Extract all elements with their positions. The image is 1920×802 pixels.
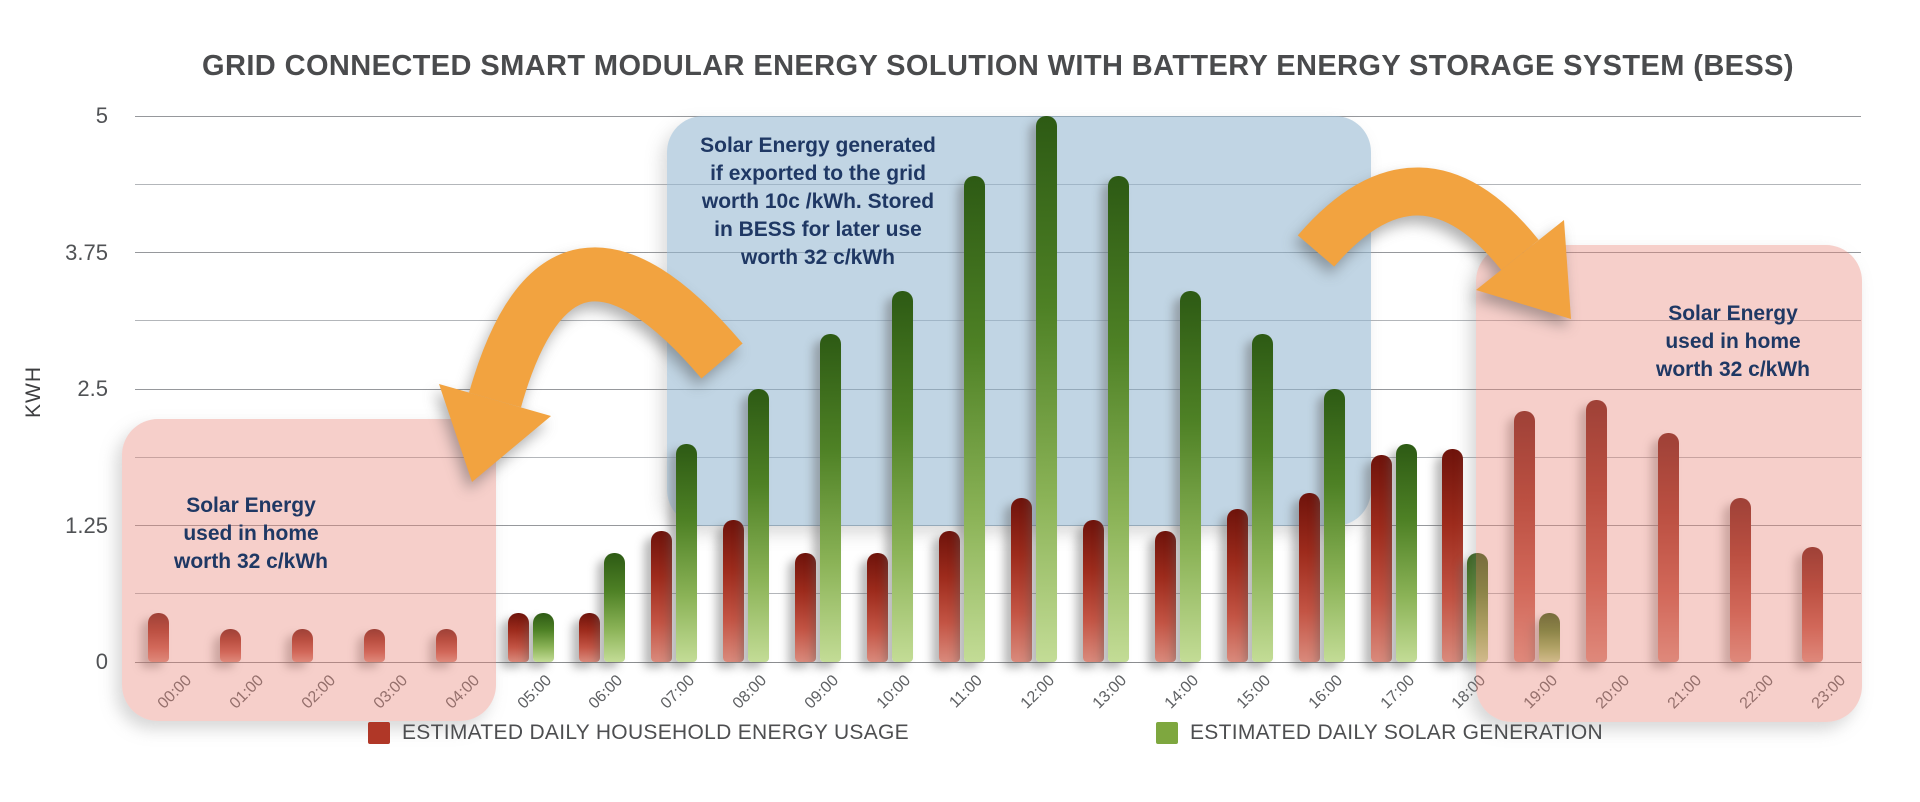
usage-bar-04:00 <box>435 629 457 662</box>
solar-bar-12:00 <box>1035 116 1057 662</box>
annotation-export-stored-bess: Solar Energy generated if exported to th… <box>700 134 936 269</box>
y-tick-5: 5 <box>95 103 108 128</box>
usage-bar-00:00 <box>147 612 169 662</box>
usage-bar-06:00 <box>579 612 601 662</box>
solar-bar-05:00 <box>532 612 554 662</box>
legend-item-usage: ESTIMATED DAILY HOUSEHOLD ENERGY USAGE <box>368 720 909 746</box>
usage-legend-swatch <box>368 722 390 744</box>
solar-bar-08:00 <box>748 389 770 662</box>
solar-bar-16:00 <box>1323 389 1345 662</box>
usage-bar-16:00 <box>1298 492 1320 662</box>
y-tick-0: 0 <box>95 649 108 674</box>
annotation-morning-solar-use: Solar Energy used in home worth 32 c/kWh <box>173 494 329 573</box>
usage-bar-01:00 <box>219 629 241 662</box>
usage-bar-13:00 <box>1082 520 1104 662</box>
solar-legend-swatch <box>1156 722 1178 744</box>
x-tick-11:00: 11:00 <box>946 672 987 712</box>
solar-bar-07:00 <box>676 443 698 662</box>
pink-morning-region <box>122 419 496 721</box>
usage-bar-07:00 <box>651 530 673 662</box>
solar-bar-13:00 <box>1107 176 1129 662</box>
legend: ESTIMATED DAILY HOUSEHOLD ENERGY USAGE E… <box>0 720 1920 750</box>
legend-item-solar: ESTIMATED DAILY SOLAR GENERATION <box>1156 720 1603 746</box>
usage-bar-08:00 <box>723 520 745 662</box>
solar-legend-label: ESTIMATED DAILY SOLAR GENERATION <box>1190 721 1603 744</box>
x-tick-14:00: 14:00 <box>1161 672 1202 713</box>
solar-bar-10:00 <box>892 290 914 662</box>
x-tick-16:00: 16:00 <box>1305 672 1346 713</box>
y-tick-3.75: 3.75 <box>65 239 108 265</box>
x-tick-09:00: 09:00 <box>801 672 843 713</box>
usage-bar-21:00 <box>1658 432 1680 662</box>
x-tick-12:00: 12:00 <box>1017 672 1058 713</box>
usage-bar-09:00 <box>795 552 817 662</box>
gridline <box>135 593 1861 595</box>
usage-bar-14:00 <box>1154 530 1176 662</box>
usage-bar-18:00 <box>1442 449 1464 662</box>
usage-bar-02:00 <box>291 629 313 662</box>
solar-bar-06:00 <box>604 552 626 662</box>
solar-bar-19:00 <box>1539 612 1561 662</box>
usage-bar-12:00 <box>1010 498 1032 662</box>
usage-bar-20:00 <box>1586 399 1608 662</box>
x-tick-08:00: 08:00 <box>729 672 771 713</box>
solar-bar-18:00 <box>1467 552 1489 662</box>
annotation-evening-solar-use: Solar Energy used in home worth 32 c/kWh <box>1655 302 1811 381</box>
solar-bar-15:00 <box>1251 334 1273 662</box>
usage-bar-19:00 <box>1514 410 1536 662</box>
solar-bar-14:00 <box>1179 290 1201 662</box>
chart-title: GRID CONNECTED SMART MODULAR ENERGY SOLU… <box>202 50 1794 82</box>
x-tick-06:00: 06:00 <box>586 672 627 713</box>
usage-bar-05:00 <box>507 612 529 662</box>
usage-bar-11:00 <box>939 530 961 662</box>
x-tick-10:00: 10:00 <box>873 672 915 713</box>
usage-bar-03:00 <box>363 629 385 662</box>
x-axis-baseline <box>135 661 1861 663</box>
solar-bar-09:00 <box>820 334 842 662</box>
y-tick-1.25: 1.25 <box>65 512 108 538</box>
x-tick-07:00: 07:00 <box>658 672 699 713</box>
usage-bar-10:00 <box>867 552 889 662</box>
usage-bar-23:00 <box>1802 547 1824 662</box>
usage-bar-22:00 <box>1730 498 1752 662</box>
x-tick-17:00: 17:00 <box>1377 672 1418 713</box>
x-tick-05:00: 05:00 <box>514 672 555 713</box>
solar-bar-11:00 <box>964 176 986 662</box>
usage-bar-15:00 <box>1226 509 1248 662</box>
solar-bar-17:00 <box>1395 443 1417 662</box>
x-tick-13:00: 13:00 <box>1089 672 1130 713</box>
y-tick-2.5: 2.5 <box>77 376 108 401</box>
usage-legend-label: ESTIMATED DAILY HOUSEHOLD ENERGY USAGE <box>402 721 909 744</box>
y-axis-label: KWH <box>22 366 45 418</box>
x-tick-15:00: 15:00 <box>1233 672 1274 713</box>
usage-bar-17:00 <box>1370 454 1392 662</box>
pink-evening-region <box>1476 245 1862 722</box>
